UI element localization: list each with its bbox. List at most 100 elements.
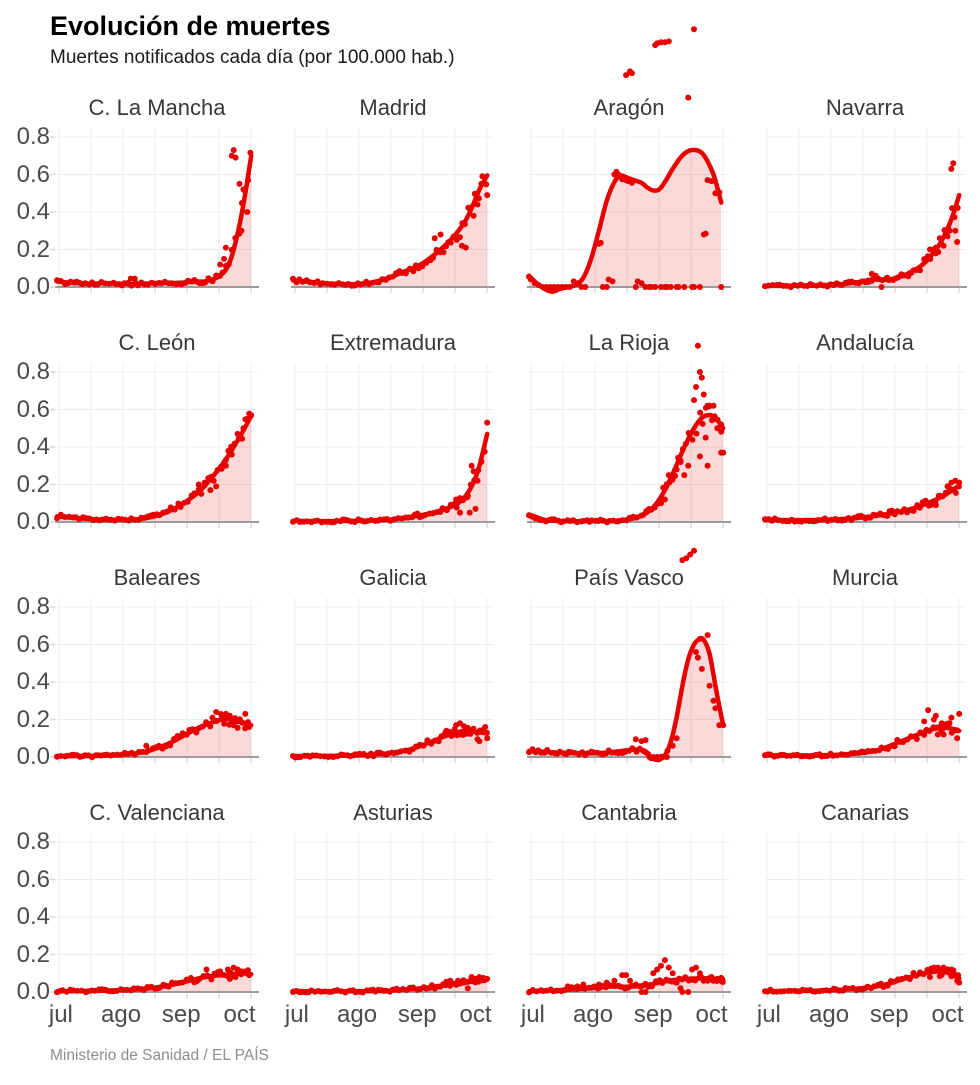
- area-fill: [765, 727, 960, 757]
- axis-ticks: [530, 993, 724, 998]
- scatter-dots: [54, 147, 254, 289]
- scatter-dots: [290, 974, 491, 996]
- panel-chart-svg: [290, 128, 495, 293]
- panel-cantabria: Cantabria: [526, 799, 731, 999]
- panel-title: Baleares: [113, 565, 201, 590]
- panel-andaluc-a: Andalucía: [762, 329, 967, 529]
- y-axis-tick-labels: 0.8 0.6 0.4 0.2 0.0: [8, 799, 57, 1005]
- y-axis-tick-labels: 0.8 0.6 0.4 0.2 0.0: [8, 564, 57, 770]
- panel-galicia: Galicia: [290, 564, 495, 764]
- axis-ticks: [50, 371, 252, 528]
- y-tick-label: 0.6: [16, 395, 50, 423]
- y-tick-label: 0.6: [16, 865, 50, 893]
- scatter-dots: [526, 547, 727, 762]
- y-axis-tick-labels: 0.8 0.6 0.4 0.2 0.0: [8, 329, 57, 535]
- x-tick-label: jul: [756, 1001, 781, 1028]
- panel-title: Cantabria: [581, 800, 677, 825]
- gridlines: [765, 598, 965, 757]
- x-tick-label: ago: [101, 1001, 142, 1028]
- scatter-dots: [762, 707, 963, 760]
- scatter-dots: [762, 964, 963, 995]
- panel-title: Andalucía: [816, 330, 914, 355]
- panel-group: C. León Extremadura La Rioja Andalucía: [50, 329, 967, 529]
- x-tick-label: ago: [337, 1001, 378, 1028]
- scatter-dots: [526, 342, 727, 526]
- x-tick-label: oct: [695, 1001, 728, 1028]
- scatter-dots: [290, 173, 491, 289]
- area-fill: [765, 195, 960, 287]
- axis-ticks: [50, 606, 252, 763]
- area-fill: [765, 971, 960, 992]
- panel-canarias: Canarias: [762, 799, 967, 999]
- panel-title: C. La Mancha: [88, 95, 226, 120]
- chart-header: Evolución de muertes Muertes notificados…: [0, 0, 980, 70]
- y-tick-label: 0.2: [16, 705, 50, 733]
- gridlines: [765, 833, 965, 992]
- panel-chart-svg: [50, 833, 259, 998]
- panel-chart-svg: [290, 598, 495, 763]
- gridlines: [57, 833, 257, 992]
- y-tick-label: 0.4: [16, 668, 50, 695]
- panel-title: Galicia: [359, 565, 427, 590]
- scatter-dots: [290, 419, 491, 526]
- panel-c-valenciana: C. Valenciana: [50, 799, 259, 999]
- panel-title: C. Valenciana: [89, 800, 225, 825]
- area-fill: [293, 730, 488, 757]
- panel-chart-svg: [290, 833, 495, 998]
- x-tick-label: sep: [869, 1001, 909, 1028]
- x-tick-label: ago: [809, 1001, 850, 1028]
- y-tick-label: 0.8: [16, 828, 50, 855]
- panel-chart-svg: [526, 833, 731, 998]
- panel-title: Extremadura: [330, 330, 456, 355]
- x-tick-label: oct: [931, 1001, 964, 1028]
- x-tick-label: sep: [161, 1001, 201, 1028]
- panel-chart-svg: [50, 598, 259, 763]
- panel-extremadura: Extremadura: [290, 329, 495, 529]
- panel-c-le-n: C. León: [50, 329, 259, 529]
- axis-ticks: [294, 288, 488, 293]
- panel-group: C. Valenciana Asturias Cantabria Canarias: [50, 799, 967, 999]
- panel-baleares: Baleares: [50, 564, 259, 764]
- panel-title: La Rioja: [588, 330, 670, 355]
- area-fill: [293, 175, 488, 287]
- x-tick-label: ago: [573, 1001, 614, 1028]
- x-tick-label: sep: [633, 1001, 673, 1028]
- panel-chart-svg: [290, 363, 495, 528]
- x-tick-label: oct: [223, 1001, 256, 1028]
- panel-madrid: Madrid: [290, 94, 495, 294]
- scatter-dots: [526, 957, 726, 996]
- scatter-dots: [762, 477, 963, 525]
- x-tick-label: jul: [284, 1001, 309, 1028]
- scatter-dots: [762, 160, 961, 291]
- panel-navarra: Navarra: [762, 94, 967, 294]
- source-credit: Ministerio de Sanidad / EL PAÍS: [50, 1047, 269, 1064]
- y-tick-label: 0.8: [16, 358, 50, 385]
- panel-murcia: Murcia: [762, 564, 967, 764]
- x-tick-label: oct: [459, 1001, 492, 1028]
- gridlines: [293, 598, 493, 757]
- panel-chart-svg: [762, 363, 967, 528]
- gridlines: [529, 833, 729, 992]
- axis-ticks: [766, 288, 960, 293]
- panel-la-rioja: La Rioja: [526, 329, 731, 529]
- panel-pa-s-vasco: País Vasco: [526, 547, 731, 764]
- panel-title: Asturias: [353, 800, 433, 825]
- panel-group: C. La Mancha Madrid Aragón Navarra: [50, 26, 967, 294]
- chart-row-3: 0.8 0.6 0.4 0.2 0.0 Baleares Galicia País Vasco…: [8, 547, 980, 770]
- panel-title: Murcia: [831, 565, 898, 590]
- gridlines: [57, 363, 257, 522]
- axis-ticks: [294, 523, 488, 528]
- y-tick-label: 0.0: [16, 978, 50, 1005]
- chart-row-4: 0.8 0.6 0.4 0.2 0.0 C. Valenciana Asturias Cant…: [8, 799, 980, 1005]
- panel-title: Madrid: [359, 95, 427, 120]
- panel-chart-svg: [762, 128, 967, 293]
- area-fill: [529, 415, 724, 522]
- axis-ticks: [530, 758, 724, 763]
- panel-asturias: Asturias: [290, 799, 495, 999]
- panel-chart-svg: [50, 363, 259, 528]
- panel-title: Aragón: [593, 95, 665, 120]
- y-axis-tick-labels: 0.8 0.6 0.4 0.2 0.0: [8, 94, 57, 300]
- gridlines: [529, 363, 729, 522]
- scatter-dots: [54, 410, 255, 524]
- y-tick-label: 0.6: [16, 630, 50, 658]
